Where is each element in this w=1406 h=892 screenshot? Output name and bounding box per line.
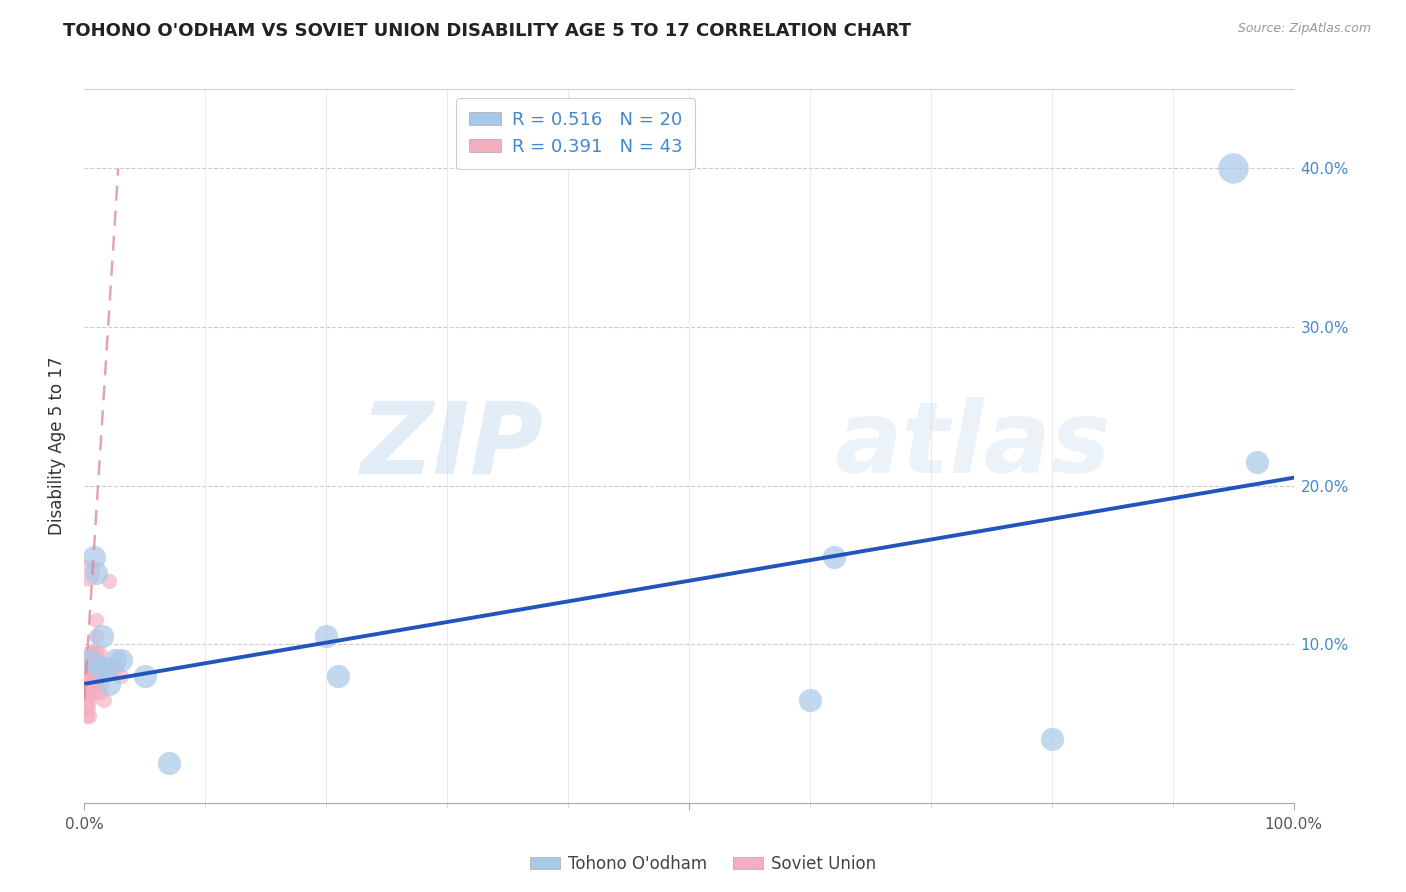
Point [77, 708, 100, 723]
Point [79, 677, 101, 691]
Legend: R = 0.516   N = 20, R = 0.391   N = 43: R = 0.516 N = 20, R = 0.391 N = 43 [456, 98, 696, 169]
Point [76, 661, 98, 675]
Point [110, 669, 132, 683]
Point [77, 685, 100, 699]
Point [80, 653, 103, 667]
Point [134, 669, 156, 683]
Point [97, 677, 120, 691]
Text: atlas: atlas [834, 398, 1111, 494]
Point [75, 700, 97, 714]
Text: Source: ZipAtlas.com: Source: ZipAtlas.com [1237, 22, 1371, 36]
Point [79, 645, 101, 659]
Point [77, 669, 100, 683]
Point [77, 669, 100, 683]
Point [86, 645, 108, 659]
Point [77, 700, 100, 714]
Point [823, 549, 845, 564]
Point [157, 756, 180, 771]
Point [82, 661, 104, 675]
Point [84, 661, 107, 675]
Point [82, 677, 104, 691]
Point [87, 661, 110, 675]
Point [87, 645, 110, 659]
Point [80, 685, 103, 699]
Point [89, 661, 111, 675]
Point [76, 566, 98, 580]
Point [86, 629, 108, 643]
Point [93, 692, 115, 706]
Text: ZIP: ZIP [361, 398, 544, 494]
Point [75, 685, 97, 699]
Point [77, 685, 100, 699]
Point [76, 708, 98, 723]
Point [77, 653, 100, 667]
Point [104, 653, 127, 667]
Point [97, 574, 120, 588]
Point [1246, 455, 1268, 469]
Point [86, 566, 108, 580]
Point [76, 677, 98, 691]
Point [104, 661, 127, 675]
Point [79, 692, 101, 706]
Point [110, 653, 132, 667]
Point [83, 549, 105, 564]
Y-axis label: Disability Age 5 to 17: Disability Age 5 to 17 [48, 357, 66, 535]
Point [79, 653, 101, 667]
Point [84, 677, 107, 691]
Point [1040, 732, 1063, 747]
Point [86, 614, 108, 628]
Point [91, 629, 114, 643]
Point [86, 653, 108, 667]
Point [94, 661, 117, 675]
Point [90, 677, 112, 691]
Point [83, 685, 105, 699]
Point [82, 645, 104, 659]
Legend: Tohono O'odham, Soviet Union: Tohono O'odham, Soviet Union [523, 848, 883, 880]
Point [75, 669, 97, 683]
Point [79, 661, 101, 675]
Point [91, 661, 114, 675]
Point [1222, 161, 1244, 176]
Point [315, 629, 337, 643]
Point [83, 669, 105, 683]
Point [86, 669, 108, 683]
Text: TOHONO O'ODHAM VS SOVIET UNION DISABILITY AGE 5 TO 17 CORRELATION CHART: TOHONO O'ODHAM VS SOVIET UNION DISABILIT… [63, 22, 911, 40]
Point [799, 692, 821, 706]
Point [89, 669, 111, 683]
Point [76, 692, 98, 706]
Point [328, 669, 350, 683]
Point [80, 669, 103, 683]
Point [89, 685, 111, 699]
